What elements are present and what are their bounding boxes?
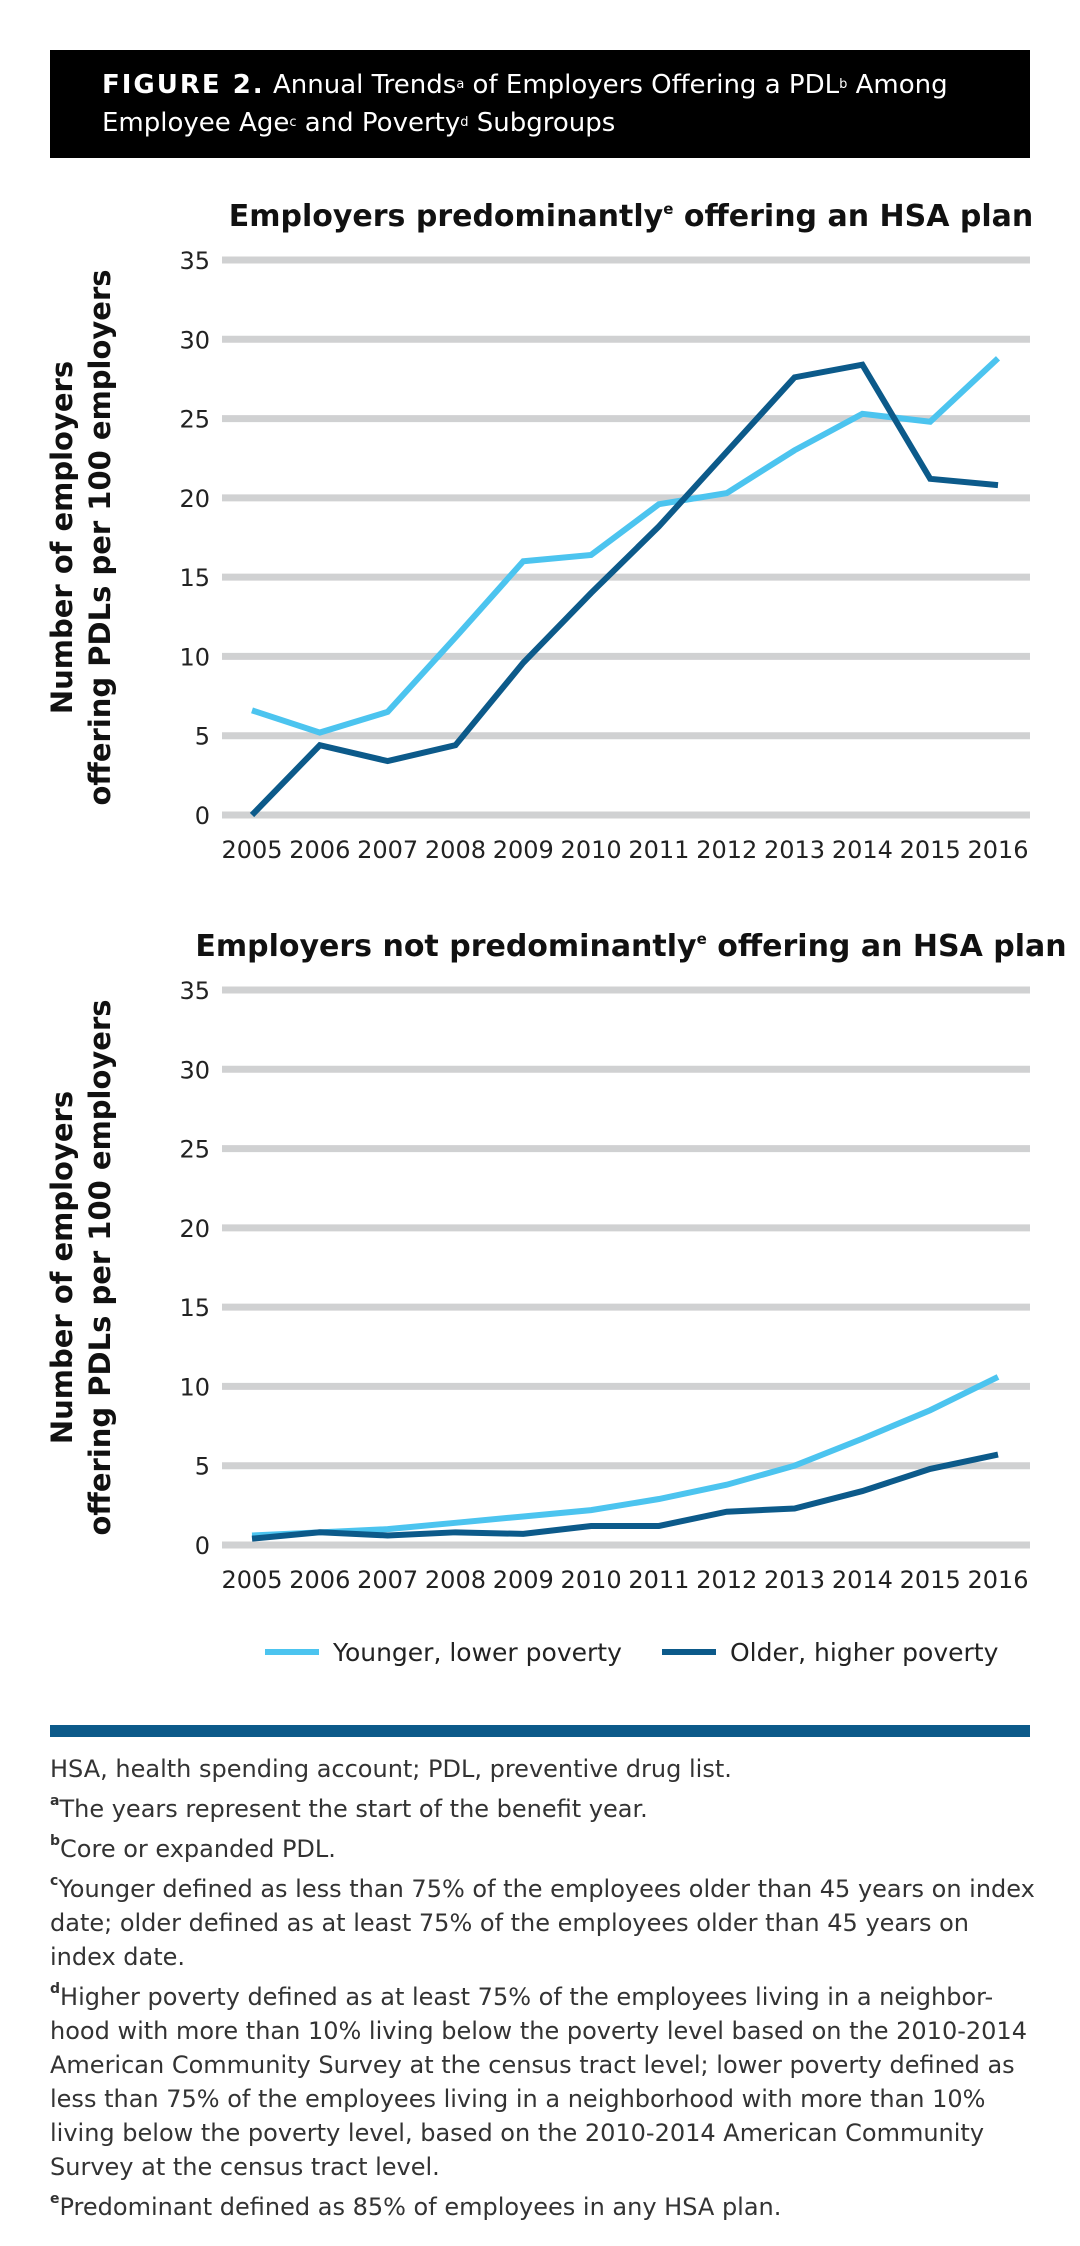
- x-tick-label: 2015: [900, 836, 961, 864]
- footnote-text: Predominant defined as 85% of employees …: [59, 2193, 782, 2221]
- series-line-younger-lower-poverty: [251, 1374, 1000, 1539]
- x-tick-label: 2009: [493, 1566, 554, 1594]
- x-tick-label: 2014: [832, 836, 893, 864]
- y-tick-label: 15: [179, 564, 210, 592]
- series-line-younger-lower-poverty: [251, 356, 1001, 736]
- series-line-older-higher-poverty: [249, 361, 999, 818]
- chart-legend: Younger, lower poverty Older, higher pov…: [0, 1630, 1080, 1674]
- x-tick-label: 2016: [967, 1566, 1028, 1594]
- figure-title-part: Employee Age: [102, 108, 290, 138]
- x-tick-label: 2008: [425, 836, 486, 864]
- y-tick-label: 35: [179, 977, 210, 1005]
- legend-swatch: [662, 1649, 716, 1655]
- x-tick-label: 2014: [832, 1566, 893, 1594]
- footnote-c: cYounger defined as less than 75% of the…: [50, 1872, 1040, 1974]
- series-line-older-higher-poverty: [251, 1451, 999, 1542]
- y-axis-label: Number of employers: [45, 361, 79, 714]
- chart-title: Employers predominantlye offering an HSA…: [229, 199, 1034, 234]
- y-tick-label: 20: [179, 1215, 210, 1243]
- y-tick-label: 20: [179, 485, 210, 513]
- y-tick-label: 25: [179, 406, 210, 434]
- figure-header: FIGURE 2. Annual Trendsa of Employers Of…: [50, 50, 1030, 158]
- figure-title-part: Annual Trends: [272, 70, 457, 100]
- y-axis-label: offering PDLs per 100 employers: [83, 269, 117, 805]
- figure-label: FIGURE 2.: [102, 70, 265, 100]
- footnote-mark: c: [50, 1873, 59, 1889]
- y-tick-label: 15: [179, 1294, 210, 1322]
- y-tick-label: 30: [179, 326, 210, 354]
- footnote-e: ePredominant defined as 85% of employees…: [50, 2190, 1040, 2224]
- x-tick-label: 2011: [628, 836, 689, 864]
- footnote-mark: e: [50, 2191, 60, 2207]
- chart-hsa-predominant: Employers predominantlye offering an HSA…: [45, 199, 1034, 864]
- y-tick-label: 35: [179, 247, 210, 275]
- section-divider: [50, 1725, 1030, 1737]
- x-tick-label: 2007: [357, 836, 418, 864]
- y-tick-label: 5: [195, 1453, 210, 1481]
- y-tick-label: 0: [195, 802, 210, 830]
- legend-label: Older, higher poverty: [730, 1637, 999, 1667]
- footnote-a: aThe years represent the start of the be…: [50, 1792, 1040, 1826]
- y-tick-label: 10: [179, 643, 210, 671]
- figure-title-line-1: FIGURE 2. Annual Trendsa of Employers Of…: [102, 66, 978, 104]
- y-axis-label: Number of employers: [45, 1091, 79, 1444]
- x-tick-label: 2010: [561, 836, 622, 864]
- legend-swatch: [265, 1649, 319, 1655]
- x-tick-label: 2012: [696, 836, 757, 864]
- footnote-b: bCore or expanded PDL.: [50, 1832, 1040, 1866]
- footnote-text: The years represent the start of the ben…: [59, 1795, 648, 1823]
- legend-item-older-higher-poverty: Older, higher poverty: [662, 1630, 998, 1674]
- footnote-text: Core or expanded PDL.: [60, 1835, 336, 1863]
- x-tick-label: 2010: [561, 1566, 622, 1594]
- footnote-text: Younger defined as less than 75% of the …: [50, 1875, 1035, 1971]
- x-tick-label: 2011: [628, 1566, 689, 1594]
- x-tick-label: 2006: [289, 836, 350, 864]
- x-tick-label: 2016: [967, 836, 1028, 864]
- footnote-mark: b: [50, 1833, 61, 1849]
- x-tick-label: 2005: [221, 1566, 282, 1594]
- footnote-mark: b: [839, 77, 848, 92]
- x-tick-label: 2005: [221, 836, 282, 864]
- footnote-mark: a: [50, 1793, 60, 1809]
- chart-hsa-not-predominant: Employers not predominantlye offering an…: [45, 929, 1067, 1594]
- footnote-text: Higher poverty defined as at least 75% o…: [50, 1983, 1027, 2181]
- figure-title-part: and Poverty: [296, 108, 461, 138]
- figure-title-part: Subgroups: [468, 108, 616, 138]
- footnote-mark: a: [456, 77, 465, 92]
- y-tick-label: 25: [179, 1136, 210, 1164]
- legend-item-younger-lower-poverty: Younger, lower poverty: [265, 1630, 622, 1674]
- footnote-mark: c: [289, 115, 297, 130]
- x-tick-label: 2008: [425, 1566, 486, 1594]
- y-tick-label: 30: [179, 1056, 210, 1084]
- chart-title: Employers not predominantlye offering an…: [195, 929, 1066, 964]
- x-tick-label: 2013: [764, 836, 825, 864]
- y-tick-label: 10: [179, 1373, 210, 1401]
- y-axis-label: offering PDLs per 100 employers: [83, 999, 117, 1535]
- footnote-abbreviations: HSA, health spending account; PDL, preve…: [50, 1755, 732, 1783]
- x-tick-label: 2015: [900, 1566, 961, 1594]
- legend-label: Younger, lower poverty: [333, 1637, 622, 1667]
- footnote-d: dHigher poverty defined as at least 75% …: [50, 1980, 1040, 2184]
- x-tick-label: 2013: [764, 1566, 825, 1594]
- y-tick-label: 5: [195, 723, 210, 751]
- footnotes: HSA, health spending account; PDL, preve…: [50, 1752, 1040, 2230]
- x-tick-label: 2012: [696, 1566, 757, 1594]
- figure-title-part: of Employers Offering a PDL: [464, 70, 840, 100]
- figure-title-line-2: Employee Agec and Povertyd Subgroups: [102, 104, 978, 142]
- x-tick-label: 2006: [289, 1566, 350, 1594]
- x-tick-label: 2007: [357, 1566, 418, 1594]
- y-tick-label: 0: [195, 1532, 210, 1560]
- footnote-mark: d: [460, 115, 469, 130]
- x-tick-label: 2009: [493, 836, 554, 864]
- footnote-mark: d: [50, 1981, 61, 1997]
- figure-title-part: Among: [847, 70, 948, 100]
